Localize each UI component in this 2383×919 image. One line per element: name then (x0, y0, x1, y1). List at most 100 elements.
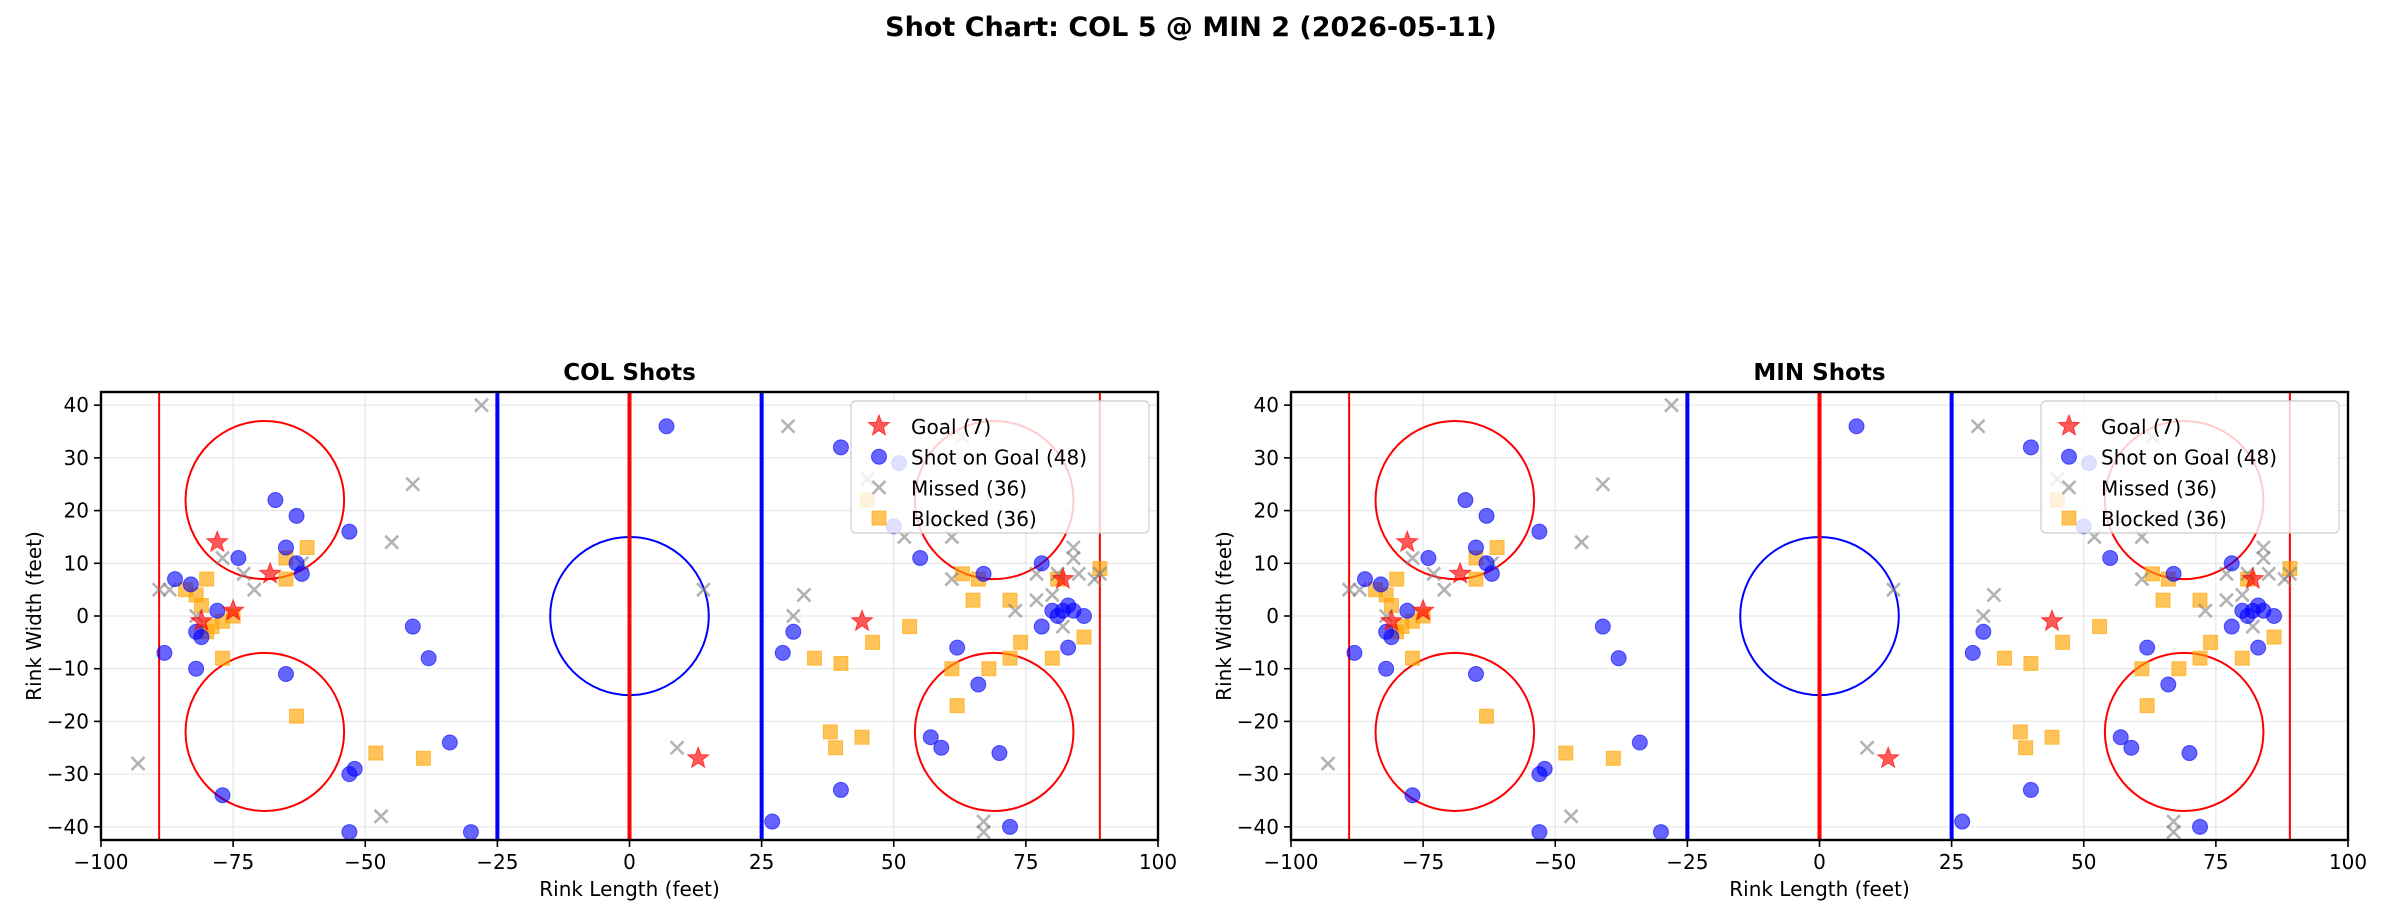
legend-goal-marker (867, 413, 891, 437)
blocked-marker (1076, 629, 1092, 645)
missed-marker (785, 608, 801, 624)
blocked-marker (2139, 698, 2155, 714)
shot-marker (1531, 523, 1548, 540)
missed-marker (2261, 566, 2277, 582)
legend-missed-marker (2061, 479, 2077, 495)
axes-title: COL Shots (563, 360, 696, 386)
x-tick-label: −25 (476, 850, 518, 874)
missed-marker (384, 534, 400, 550)
blocked-marker (289, 708, 305, 724)
blocked-marker (2055, 634, 2071, 650)
y-tick-label: 30 (64, 446, 89, 470)
y-tick-label: 40 (64, 393, 89, 417)
blocked-marker (1479, 708, 1495, 724)
missed-marker (1664, 397, 1679, 413)
goal-marker (205, 529, 230, 553)
shot-marker (1033, 555, 1050, 572)
shot-marker (1954, 813, 1971, 830)
rink-markings (158, 392, 1101, 840)
shot-marker (1848, 418, 1865, 435)
missed-marker (976, 824, 992, 840)
shot-marker (1002, 818, 1019, 835)
shot-marker (214, 787, 231, 804)
shot-marker (188, 660, 205, 677)
missed-marker (1405, 550, 1420, 566)
blocked-marker (2092, 619, 2108, 635)
blocked-marker (965, 592, 981, 608)
legend-goal-marker (2057, 413, 2081, 437)
y-axis-label: Rink Width (feet) (22, 531, 46, 701)
legend-entry-label: Blocked (36) (911, 507, 1037, 531)
missed-marker (2134, 571, 2150, 587)
faceoff-circle (1374, 651, 1536, 813)
blocked-marker (2266, 629, 2282, 645)
goal-marker (850, 608, 874, 632)
shot-marker (2223, 555, 2240, 572)
y-tick-label: 0 (1266, 604, 1279, 628)
y-tick-label: 0 (76, 604, 89, 628)
legend-entry-label: Missed (36) (911, 476, 1027, 500)
y-tick-label: 10 (64, 551, 89, 575)
shot-marker (267, 492, 284, 509)
shot-marker (975, 565, 992, 582)
missed-marker (1066, 540, 1081, 555)
faceoff-circle (913, 651, 1075, 813)
legend-blocked-marker (2061, 510, 2077, 526)
goal-marker (1379, 608, 1404, 632)
shot-marker (462, 824, 479, 840)
shot-marker (277, 665, 294, 682)
shot-marker (658, 418, 675, 435)
x-axis-label: Rink Length (feet) (1729, 877, 1910, 901)
missed-marker (780, 418, 796, 434)
missed-marker (1066, 550, 1081, 566)
shot-marker (1033, 618, 1050, 635)
missed-marker (1341, 582, 1357, 598)
shot-marker (1610, 650, 1627, 667)
shot-marker (2192, 818, 2209, 835)
shot-marker (441, 734, 458, 751)
y-tick-label: 20 (64, 499, 89, 523)
blocked-marker (1405, 650, 1421, 666)
shot-marker (2266, 608, 2283, 624)
shot-marker (1536, 760, 1553, 777)
missed-marker (2234, 587, 2250, 603)
y-tick-label: −40 (47, 815, 89, 839)
shot-marker (1478, 507, 1495, 524)
legend: Goal (7) Shot on Goal (48) Missed (36) Bloc… (2040, 400, 2340, 534)
goal-marker (221, 598, 245, 621)
faceoff-circle (184, 651, 346, 813)
shot-marker (2112, 729, 2129, 746)
missed-marker (1886, 582, 1901, 598)
missed-marker (215, 550, 230, 566)
goal-marker (189, 608, 214, 632)
shot-marker (1060, 639, 1077, 656)
blocked-marker (1558, 745, 1574, 761)
goal-marker (686, 745, 711, 769)
blocked-marker (2134, 661, 2150, 677)
shot-marker (922, 729, 939, 746)
x-tick-label: 0 (623, 850, 636, 874)
blocked-marker (2203, 634, 2219, 650)
shot-marker (404, 618, 421, 635)
goal-marker (1395, 529, 1420, 553)
blocked-marker (822, 724, 838, 740)
shot-marker (933, 739, 950, 756)
missed-marker (1859, 740, 1875, 756)
shot-marker (341, 824, 358, 840)
y-tick-label: −10 (47, 657, 89, 681)
x-tick-label: −75 (1402, 850, 1444, 874)
legend: Goal (7) Shot on Goal (48) Missed (36) Bloc… (850, 400, 1150, 534)
missed-marker (1087, 571, 1102, 587)
blocked-marker (1389, 571, 1405, 587)
shot-marker (1483, 565, 1500, 582)
x-tick-label: 50 (881, 850, 906, 874)
blocked-marker (415, 750, 431, 766)
y-tick-label: 30 (1254, 446, 1279, 470)
missed-marker (1029, 592, 1044, 608)
shot-marker (1399, 602, 1416, 619)
shot-marker (912, 550, 929, 567)
shot-marker (1356, 571, 1373, 588)
shot-marker (1378, 660, 1395, 677)
shot-marker (1652, 824, 1669, 840)
blocked-marker (1002, 650, 1018, 666)
